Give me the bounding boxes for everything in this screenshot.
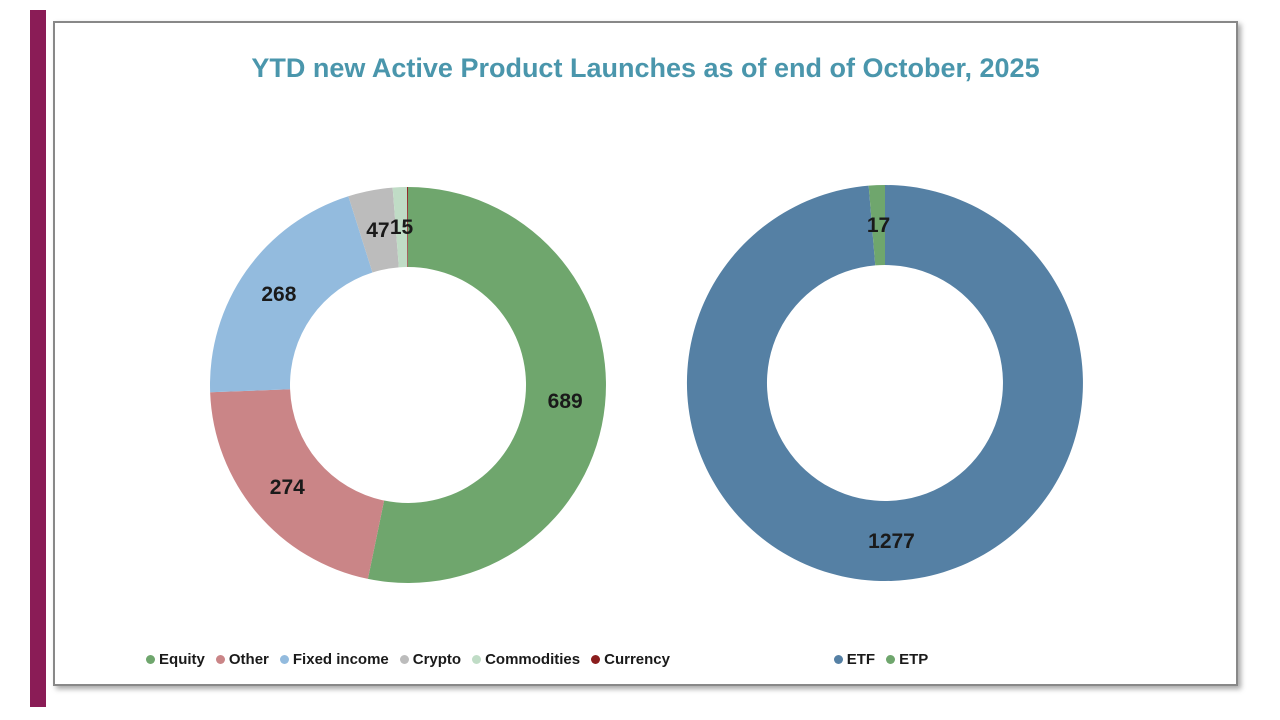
legend-label-commodities: Commodities xyxy=(485,651,581,668)
slice-equity xyxy=(367,187,606,583)
legend-dot-etf xyxy=(833,655,843,664)
slice-fixed-income xyxy=(209,196,373,393)
legend-label-etp: ETP xyxy=(899,651,929,668)
legend-item-commodities: Commodities xyxy=(472,651,580,668)
legend-item-crypto: Crypto xyxy=(399,651,462,668)
legend-item-other: Other xyxy=(215,651,269,668)
legend-dot-fixed-income xyxy=(279,655,289,664)
legend-item-fixed-income: Fixed income xyxy=(279,651,389,668)
legend-item-etp: ETP xyxy=(886,651,928,668)
legend-item-equity: Equity xyxy=(146,651,205,668)
asset-class-donut-chart: 689 274 268 47 15 xyxy=(209,186,606,583)
slice-commodities xyxy=(392,187,408,268)
slice-label-equity: 689 xyxy=(548,390,583,413)
slice-label-etf: 1277 xyxy=(868,530,915,553)
left-accent-bar xyxy=(30,10,46,707)
slice-etf xyxy=(686,185,1083,581)
legend-dot-commodities xyxy=(472,655,482,664)
legend-dot-etp xyxy=(886,655,896,664)
slice-label-crypto: 47 xyxy=(366,219,389,242)
legend-label-etf: ETF xyxy=(846,651,876,668)
legend-dot-currency xyxy=(591,655,601,664)
asset-class-legend: Equity Other Fixed income Crypto Commodities… xyxy=(108,651,708,668)
slice-label-fixed-income: 268 xyxy=(261,283,296,306)
legend-label-fixed-income: Fixed income xyxy=(292,651,389,668)
legend-dot-equity xyxy=(146,655,156,664)
legend-label-equity: Equity xyxy=(159,651,205,668)
legend-label-other: Other xyxy=(228,651,269,668)
slice-etp xyxy=(868,185,885,266)
slice-label-commodities: 15 xyxy=(390,216,414,239)
legend-dot-other xyxy=(215,655,225,664)
slide-panel: YTD new Active Product Launches as of en… xyxy=(53,21,1238,686)
slice-other xyxy=(210,389,385,579)
legend-label-currency: Currency xyxy=(604,651,670,668)
slice-crypto xyxy=(348,187,399,273)
chart-title: YTD new Active Product Launches as of en… xyxy=(251,53,1040,83)
slice-currency xyxy=(407,186,408,267)
legend-label-crypto: Crypto xyxy=(412,651,462,668)
legend-item-currency: Currency xyxy=(591,651,670,668)
slice-label-etp: 17 xyxy=(867,214,890,237)
wrapper-donut-chart: 1277 17 xyxy=(686,185,1083,581)
wrapper-legend: ETF ETP xyxy=(641,651,1121,668)
legend-dot-crypto xyxy=(399,655,409,664)
slice-label-other: 274 xyxy=(270,476,305,499)
legend-item-etf: ETF xyxy=(833,651,876,668)
